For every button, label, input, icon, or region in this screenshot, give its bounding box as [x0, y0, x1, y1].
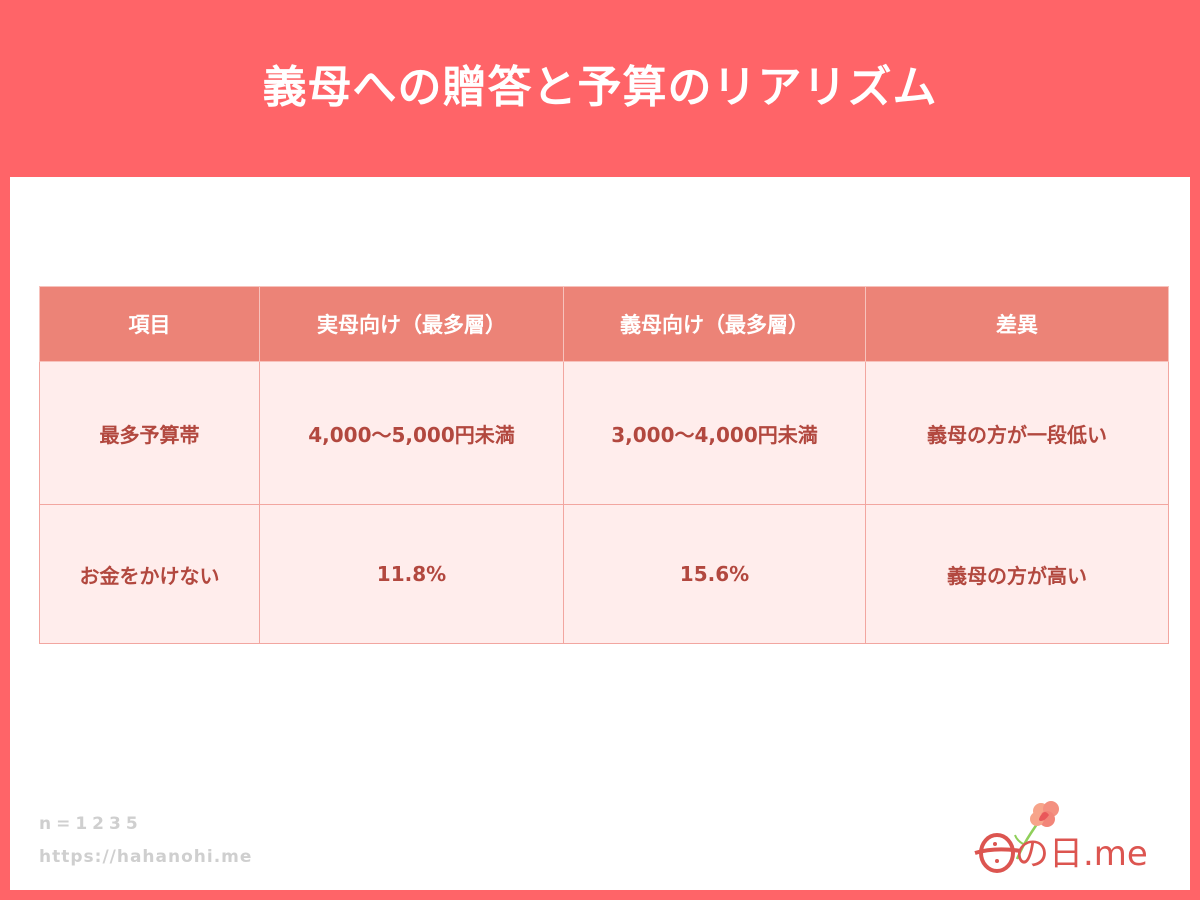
carnation-flower-icon: [974, 801, 1059, 873]
column-header-own-mother: 実母向け（最多層）: [259, 286, 564, 362]
column-header-difference: 差異: [865, 286, 1169, 362]
mother-in-law-value: 15.6%: [563, 504, 866, 644]
mother-in-law-value: 3,000〜4,000円未満: [563, 361, 866, 505]
table-header-row: 項目 実母向け（最多層） 義母向け（最多層） 差異: [39, 286, 1169, 362]
content-panel: 項目 実母向け（最多層） 義母向け（最多層） 差異 最多予算帯 4,000〜5,…: [10, 177, 1190, 890]
logo-text: の日.me: [1015, 834, 1148, 874]
source-url: https://hahanohi.me: [39, 847, 253, 867]
column-header-item: 項目: [39, 286, 260, 362]
column-header-mother-in-law: 義母向け（最多層）: [563, 286, 866, 362]
sample-size: n=1235: [39, 814, 143, 834]
difference-value: 義母の方が高い: [865, 504, 1169, 644]
row-label: 最多予算帯: [39, 361, 260, 505]
own-mother-value: 4,000〜5,000円未満: [259, 361, 564, 505]
header-banner: 義母への贈答と予算のリアリズム: [0, 0, 1200, 177]
site-logo: の日.me: [965, 797, 1175, 877]
table-row: お金をかけない 11.8% 15.6% 義母の方が高い: [39, 504, 1169, 644]
row-label: お金をかけない: [39, 504, 260, 644]
difference-value: 義母の方が一段低い: [865, 361, 1169, 505]
own-mother-value: 11.8%: [259, 504, 564, 644]
page-title: 義母への贈答と予算のリアリズム: [262, 61, 938, 113]
table-row: 最多予算帯 4,000〜5,000円未満 3,000〜4,000円未満 義母の方…: [39, 361, 1169, 505]
comparison-table: 項目 実母向け（最多層） 義母向け（最多層） 差異 最多予算帯 4,000〜5,…: [39, 286, 1169, 644]
